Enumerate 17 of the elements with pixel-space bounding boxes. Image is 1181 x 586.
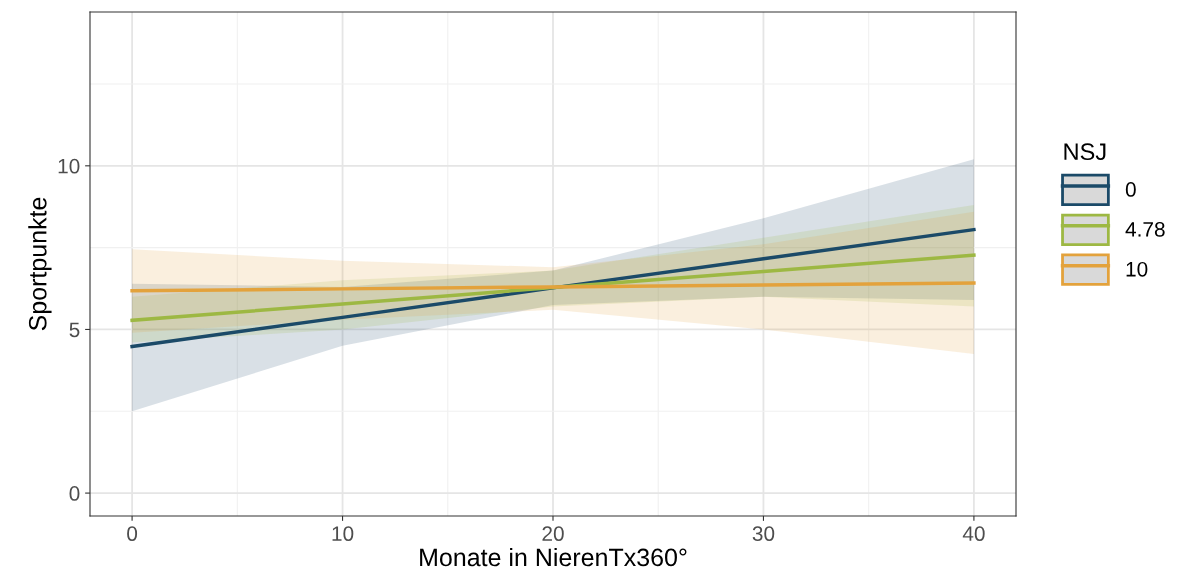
x-tick-label: 30	[752, 526, 775, 542]
y-tick-label: 5	[69, 322, 80, 338]
line-series	[130, 281, 976, 293]
line-series	[130, 253, 976, 323]
x-tick-label: 0	[127, 526, 138, 542]
x-axis-title: Monate in NierenTx360°	[420, 547, 687, 567]
y-axis-title: Sportpunkte	[28, 197, 52, 331]
line-series	[130, 227, 976, 349]
y-tick-label: 0	[69, 486, 80, 501]
legend-label: 10	[1126, 261, 1148, 277]
x-tick-label: 40	[962, 526, 985, 542]
legend-label: 0	[1125, 182, 1136, 197]
x-tick-label: 20	[542, 526, 564, 542]
legend-label: 4.78	[1125, 221, 1165, 237]
x-tick-label: 10	[332, 526, 354, 542]
legend-title: NSJ	[1064, 143, 1106, 161]
y-tick-label: 10	[58, 158, 80, 174]
